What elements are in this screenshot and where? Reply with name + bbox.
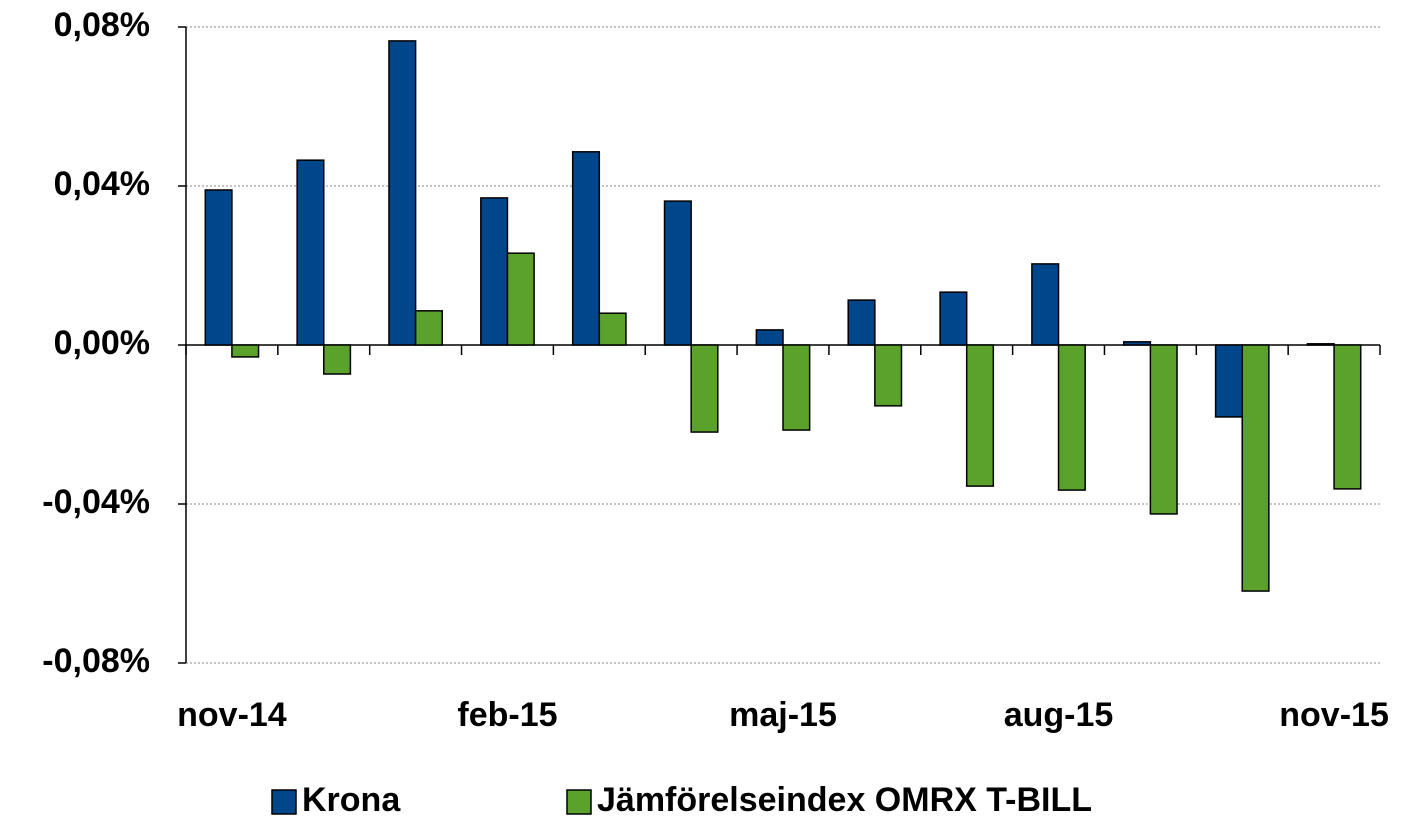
- bar: [480, 197, 509, 346]
- y-tick-label: -0,04%: [42, 483, 150, 521]
- x-tick-label: aug-15: [1004, 696, 1114, 734]
- bar: [1333, 344, 1362, 490]
- bar: [1057, 344, 1086, 491]
- y-tick-label: -0,08%: [42, 642, 150, 680]
- bar: [1149, 344, 1178, 515]
- bar: [755, 329, 784, 346]
- x-tick-label: maj-15: [729, 696, 837, 734]
- bar: [388, 40, 417, 346]
- y-tick-label: 0,08%: [54, 6, 150, 44]
- bar: [231, 344, 260, 358]
- bar: [690, 344, 719, 433]
- bar: [1241, 344, 1270, 592]
- bar: [965, 344, 995, 487]
- bar: [323, 344, 352, 375]
- legend-swatch: [566, 789, 592, 815]
- y-tick-label: 0,04%: [54, 165, 150, 203]
- bar: [782, 344, 811, 431]
- bar: [296, 159, 325, 346]
- y-tick-label: 0,00%: [54, 324, 150, 362]
- bar: [663, 200, 692, 346]
- bar: [874, 344, 903, 407]
- legend-label: Jämförelseindex OMRX T-BILL: [597, 781, 1092, 818]
- x-tick-label: nov-14: [177, 696, 287, 734]
- legend-swatch: [271, 789, 297, 815]
- x-tick-label: feb-15: [457, 696, 557, 734]
- bar: [204, 189, 233, 346]
- bar: [1306, 343, 1335, 346]
- bar: [1214, 344, 1243, 418]
- x-tick-label: nov-15: [1279, 696, 1389, 734]
- legend-label: Krona: [302, 781, 401, 818]
- bar: [598, 312, 627, 346]
- bar: [939, 291, 968, 346]
- bar: [414, 310, 444, 346]
- bar: [847, 299, 876, 346]
- bar: [1122, 341, 1152, 346]
- bar: [571, 151, 601, 346]
- bar: [1031, 263, 1060, 346]
- bar: [506, 252, 535, 346]
